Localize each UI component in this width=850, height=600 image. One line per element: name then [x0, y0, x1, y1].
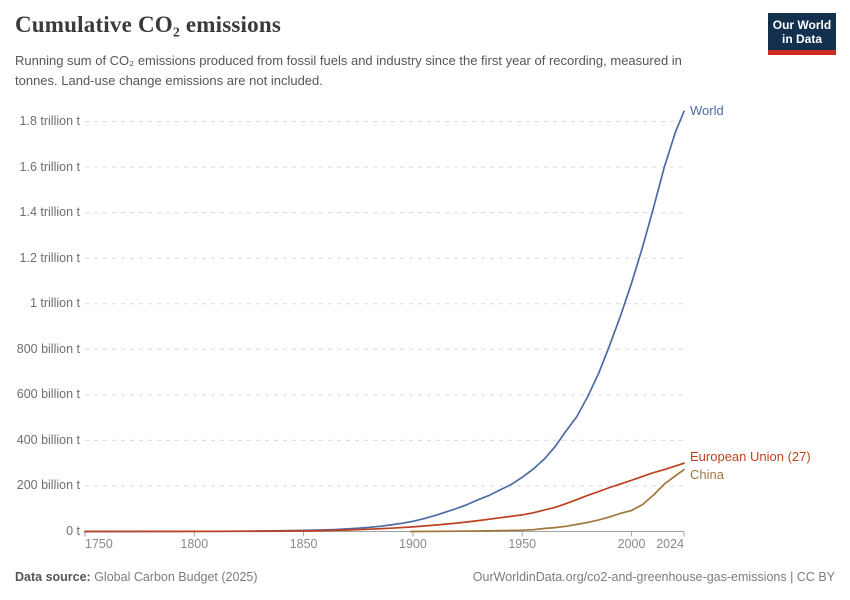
- series-line-european-union-27[interactable]: [84, 462, 685, 533]
- y-axis-label: 200 billion t: [16, 478, 80, 493]
- series-label-european-union-27[interactable]: European Union (27): [690, 449, 811, 465]
- owid-credit-link[interactable]: OurWorldinData.org/co2-and-greenhouse-ga…: [472, 570, 835, 584]
- chart-subtitle: Running sum of CO₂ emissions produced fr…: [15, 53, 682, 89]
- series-label-world[interactable]: World: [690, 102, 724, 118]
- y-axis-label: 1.2 trillion t: [19, 250, 80, 265]
- x-axis-label: 1850: [289, 537, 318, 551]
- y-axis-label: 1 trillion t: [29, 296, 80, 311]
- x-axis-label: 2000: [617, 537, 646, 551]
- y-axis-label: 1.4 trillion t: [19, 205, 80, 220]
- chart-title: Cumulative CO₂ emissions: [15, 12, 281, 37]
- y-axis-label: 1.6 trillion t: [19, 159, 80, 174]
- y-axis-label: 1.8 trillion t: [19, 114, 80, 129]
- y-axis-label: 400 billion t: [16, 432, 80, 447]
- series-label-china[interactable]: China: [690, 467, 724, 483]
- y-axis-label: 0 t: [66, 524, 80, 538]
- x-axis-label: 1900: [399, 537, 427, 551]
- x-axis-label: 2024: [656, 537, 684, 551]
- owid-logo-line1: Our World: [772, 18, 832, 32]
- series-line-world[interactable]: [84, 110, 685, 533]
- y-axis-label: 800 billion t: [16, 341, 80, 356]
- x-axis-label: 1800: [180, 537, 209, 551]
- series-line-china[interactable]: [409, 468, 685, 533]
- x-axis-label: 1950: [508, 537, 537, 551]
- owid-logo-line2: in Data: [781, 32, 822, 47]
- y-axis-label: 600 billion t: [16, 387, 80, 402]
- owid-logo[interactable]: Our World in Data: [768, 13, 836, 56]
- data-source-label: Data source:: [15, 570, 91, 584]
- data-source-value: Global Carbon Budget (2025): [90, 570, 258, 584]
- x-axis-label: 1750: [85, 537, 113, 551]
- data-source-note: Data source: Global Carbon Budget (2025): [15, 570, 258, 584]
